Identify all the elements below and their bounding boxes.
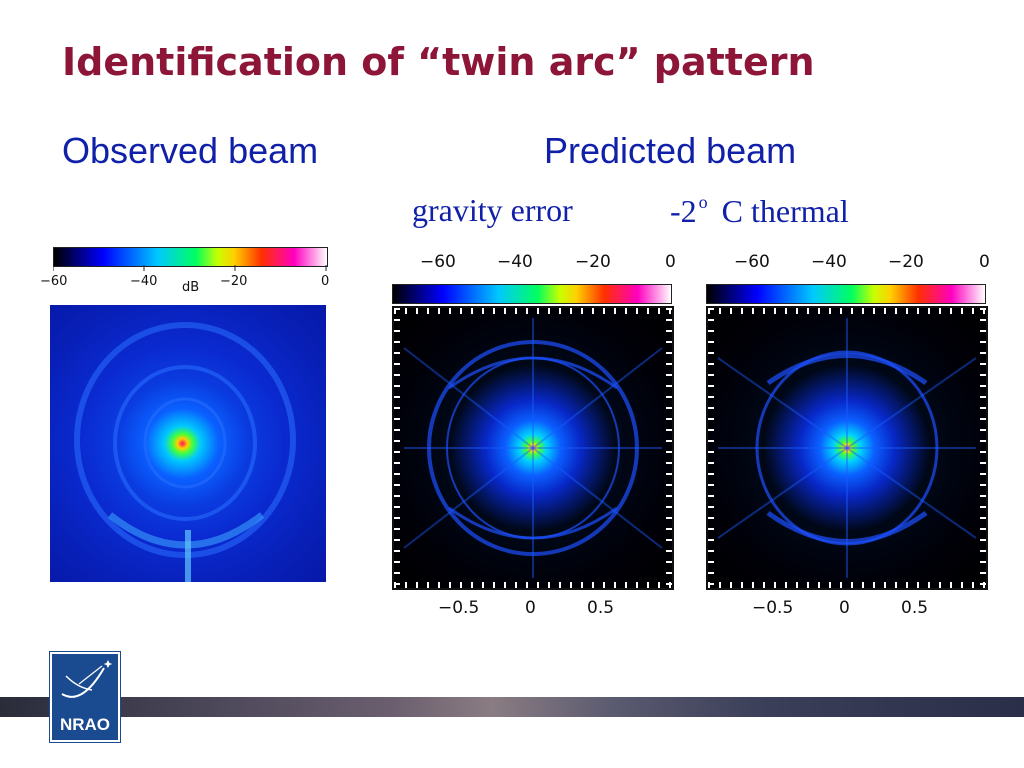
observed-colorbar: [53, 247, 328, 267]
observed-tick-label: −60: [40, 274, 68, 289]
thermal-caption: -2 o C thermal: [670, 192, 849, 230]
predicted1-axis-label: 0: [525, 598, 536, 618]
logo-text: NRAO: [59, 715, 111, 734]
predicted1-tick-label: 0: [665, 252, 676, 272]
thermal-caption-label: C thermal: [721, 193, 849, 229]
predicted1-tick-label: −60: [420, 252, 456, 272]
footer-starfield-band: [0, 697, 1024, 717]
predicted1-tick-label: −40: [497, 252, 533, 272]
predicted-beam-thermal-image: [706, 306, 988, 590]
observed-tick-label: 0: [321, 274, 330, 289]
predicted2-tick-label: 0: [979, 252, 990, 272]
predicted2-axis-label: −0.5: [752, 598, 794, 618]
predicted-beam-gravity-image: [392, 306, 674, 590]
observed-beam-image: [50, 305, 326, 582]
predicted2-axis-label: 0.5: [901, 598, 929, 618]
slide-title: Identification of “twin arc” pattern: [62, 40, 815, 84]
predicted2-tick-label: −40: [811, 252, 847, 272]
predicted-beam-heading: Predicted beam: [544, 130, 797, 171]
observed-tick-label: −40: [130, 274, 158, 289]
predicted2-axis-label: 0: [839, 598, 850, 618]
predicted2-tick-label: −60: [734, 252, 770, 272]
degree-symbol: o: [698, 192, 708, 212]
nrao-logo: NRAO: [50, 652, 120, 742]
gravity-error-caption: gravity error: [412, 192, 573, 228]
predicted2-colorbar: [706, 284, 986, 304]
observed-colorbar-ticks: [53, 265, 327, 271]
telescope-dish-icon: [61, 660, 113, 698]
predicted1-axis-label: 0.5: [587, 598, 615, 618]
observed-tick-label: −20: [220, 274, 248, 289]
predicted1-axis-label: −0.5: [438, 598, 480, 618]
predicted1-colorbar: [392, 284, 672, 304]
predicted2-tick-label: −20: [888, 252, 924, 272]
observed-beam-heading: Observed beam: [62, 130, 319, 171]
thermal-caption-value: -2: [670, 193, 697, 229]
predicted1-tick-label: −20: [575, 252, 611, 272]
observed-colorbar-unit: dB: [182, 280, 200, 295]
